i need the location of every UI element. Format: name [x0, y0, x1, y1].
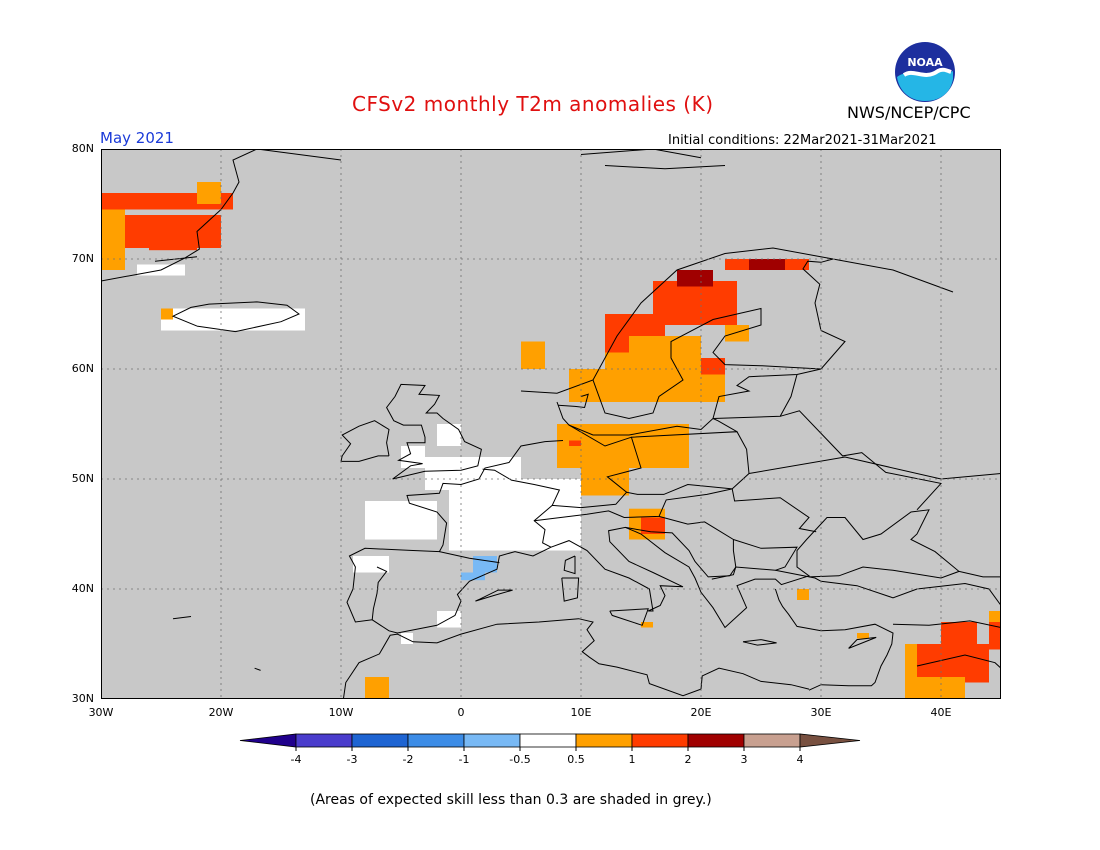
anomaly-cell — [677, 270, 713, 287]
anomaly-cell — [161, 309, 173, 320]
legend-swatch — [688, 734, 744, 747]
longitude-label: 40E — [921, 706, 961, 719]
anomaly-cell — [101, 210, 125, 271]
anomaly-cell — [581, 468, 629, 496]
forecast-month: May 2021 — [100, 129, 174, 147]
legend-swatch — [296, 734, 352, 747]
latitude-label: 60N — [64, 362, 94, 375]
noaa-logo: NOAA — [894, 41, 956, 103]
anomaly-cell — [425, 457, 521, 490]
anomaly-cell — [473, 556, 497, 573]
legend-swatch — [632, 734, 688, 747]
latitude-label: 70N — [64, 252, 94, 265]
latitude-label: 80N — [64, 142, 94, 155]
anomaly-cell — [365, 677, 389, 699]
longitude-label: 0 — [441, 706, 481, 719]
longitude-label: 10E — [561, 706, 601, 719]
anomaly-cell — [725, 325, 749, 342]
legend-tick-label: 3 — [741, 753, 748, 766]
legend-swatches — [240, 734, 860, 747]
anomaly-cell — [653, 281, 737, 325]
longitude-label: 30W — [81, 706, 121, 719]
legend-tick-label: -3 — [347, 753, 358, 766]
latitude-label: 30N — [64, 692, 94, 705]
longitude-label: 10W — [321, 706, 361, 719]
anomaly-cell — [629, 336, 701, 369]
anomaly-cell — [665, 380, 725, 402]
legend-tick-labels: -4 -3 -2 -1 -0.5 0.5 1 2 3 4 — [291, 747, 804, 766]
legend-swatch — [464, 734, 520, 747]
anomaly-cell — [197, 182, 221, 204]
skill-footnote: (Areas of expected skill less than 0.3 a… — [310, 792, 712, 808]
anomaly-map — [101, 149, 1001, 699]
color-legend: -4 -3 -2 -1 -0.5 0.5 1 2 3 4 — [236, 733, 864, 769]
initial-conditions: Initial conditions: 22Mar2021-31Mar2021 — [668, 133, 937, 148]
anomaly-cell — [149, 243, 197, 251]
longitude-label: 20E — [681, 706, 721, 719]
anomaly-cell — [437, 424, 461, 446]
latitude-label: 40N — [64, 582, 94, 595]
anomaly-cell — [365, 501, 437, 540]
legend-tick-label: 4 — [797, 753, 804, 766]
legend-swatch — [240, 734, 296, 747]
legend-tick-label: -2 — [403, 753, 414, 766]
legend-tick-label: -0.5 — [509, 753, 530, 766]
latitude-label: 50N — [64, 472, 94, 485]
legend-tick-label: 2 — [685, 753, 692, 766]
noaa-logo-text: NOAA — [907, 56, 943, 69]
anomaly-cell — [905, 644, 917, 699]
legend-swatch — [576, 734, 632, 747]
legend-tick-label: 1 — [629, 753, 636, 766]
anomaly-cell — [521, 342, 545, 370]
anomaly-cell — [797, 589, 809, 600]
legend-tick-label: -1 — [459, 753, 470, 766]
legend-swatch — [352, 734, 408, 747]
legend-tick-label: -4 — [291, 753, 302, 766]
legend-tick-label: 0.5 — [567, 753, 585, 766]
legend-swatch — [408, 734, 464, 747]
longitude-label: 20W — [201, 706, 241, 719]
legend-swatch — [520, 734, 576, 747]
legend-swatch — [744, 734, 800, 747]
map-background — [101, 149, 1001, 699]
longitude-label: 30E — [801, 706, 841, 719]
map-title: CFSv2 monthly T2m anomalies (K) — [352, 92, 714, 116]
anomaly-cell — [857, 633, 869, 639]
agency-label: NWS/NCEP/CPC — [847, 103, 971, 122]
legend-swatch — [800, 734, 860, 747]
anomaly-cell — [569, 441, 581, 447]
anomaly-cell — [749, 259, 785, 270]
